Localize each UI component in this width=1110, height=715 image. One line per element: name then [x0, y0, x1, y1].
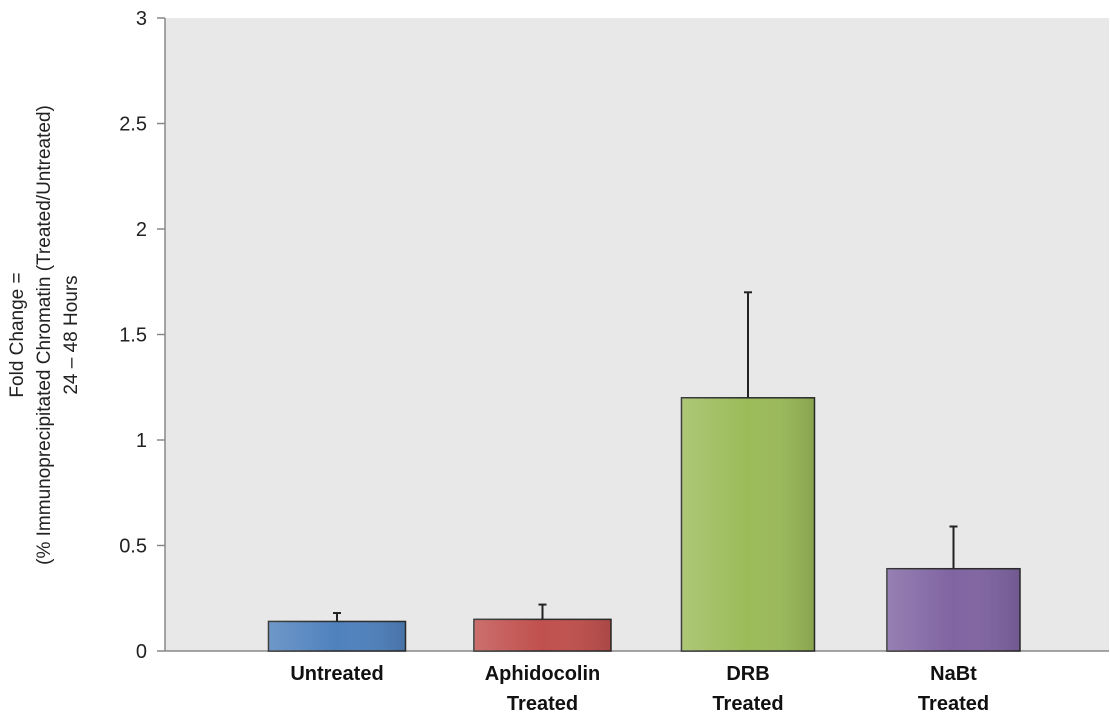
y-tick-label: 1.5 — [119, 325, 147, 347]
bar-shading — [474, 619, 611, 651]
y-tick-label: 1 — [136, 430, 147, 452]
category-label: Untreated — [290, 663, 383, 685]
y-tick-label: 0 — [136, 641, 147, 663]
y-axis: 0 0.5 1 1.5 2 2.5 3 — [119, 8, 166, 663]
y-tick-label: 2.5 — [119, 114, 147, 136]
y-tick-label: 2 — [136, 219, 147, 241]
bar-shading — [887, 568, 1020, 651]
bars — [267, 397, 1021, 652]
category-label: Aphidocolin Treated — [485, 663, 601, 715]
y-tick-label: 0.5 — [119, 536, 147, 558]
bar-shading — [681, 397, 815, 651]
category-label: DRB Treated — [712, 663, 783, 715]
bar-shading — [268, 621, 406, 651]
category-labels: Untreated Aphidocolin Treated DRB Treated NaB… — [290, 663, 989, 715]
y-tick-label: 3 — [136, 8, 147, 30]
error-bars — [333, 291, 958, 622]
plot-area — [165, 18, 1109, 651]
y-axis-title: Fold Change = (% Immunoprecipitated Chrom… — [7, 105, 82, 565]
category-label: NaBt Treated — [918, 663, 989, 715]
